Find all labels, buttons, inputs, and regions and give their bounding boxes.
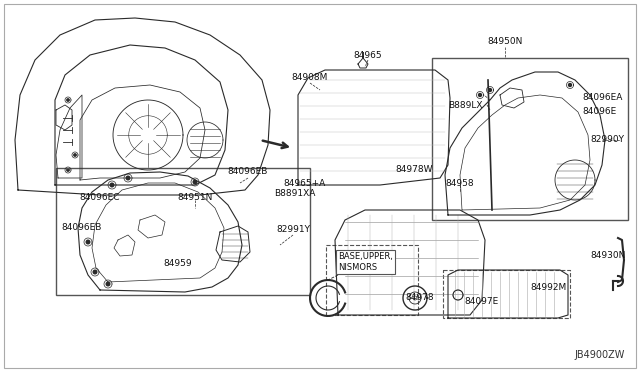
Text: 84096EB: 84096EB — [62, 224, 102, 232]
Text: JB4900ZW: JB4900ZW — [575, 350, 625, 360]
Circle shape — [93, 270, 97, 274]
Circle shape — [488, 89, 492, 92]
Bar — [56, 168, 310, 295]
Text: B889LX: B889LX — [448, 100, 483, 109]
Text: 84950N: 84950N — [487, 38, 523, 46]
Text: 84930N: 84930N — [590, 250, 626, 260]
Text: B8891XA: B8891XA — [274, 189, 316, 198]
Text: 84992M: 84992M — [530, 283, 566, 292]
Text: 82990Y: 82990Y — [590, 135, 624, 144]
Circle shape — [193, 180, 197, 184]
Bar — [326, 245, 418, 315]
Text: 84965: 84965 — [354, 51, 382, 60]
Circle shape — [106, 282, 110, 286]
Text: 84096E: 84096E — [582, 108, 616, 116]
Text: 84097E: 84097E — [464, 298, 499, 307]
Circle shape — [110, 183, 114, 187]
Circle shape — [568, 83, 572, 87]
Bar — [443, 270, 570, 318]
Text: 84958: 84958 — [445, 179, 474, 187]
Circle shape — [479, 93, 481, 96]
Bar — [432, 58, 628, 220]
Text: 84965+A: 84965+A — [284, 179, 326, 187]
Text: 84978: 84978 — [406, 294, 435, 302]
Text: 84096EB: 84096EB — [228, 167, 268, 176]
Text: 82991Y: 82991Y — [276, 225, 310, 234]
Text: 84096EC: 84096EC — [80, 192, 120, 202]
Text: 84959: 84959 — [164, 259, 192, 267]
Text: 84978W: 84978W — [395, 166, 433, 174]
Text: 84951N: 84951N — [177, 193, 212, 202]
Circle shape — [67, 99, 69, 101]
Circle shape — [86, 240, 90, 244]
Text: 84096EA: 84096EA — [582, 93, 622, 102]
Text: 84908M: 84908M — [292, 74, 328, 83]
Circle shape — [74, 154, 76, 156]
Text: BASE,UPPER,
NISMORS: BASE,UPPER, NISMORS — [338, 252, 393, 272]
Circle shape — [126, 176, 130, 180]
Circle shape — [67, 169, 69, 171]
